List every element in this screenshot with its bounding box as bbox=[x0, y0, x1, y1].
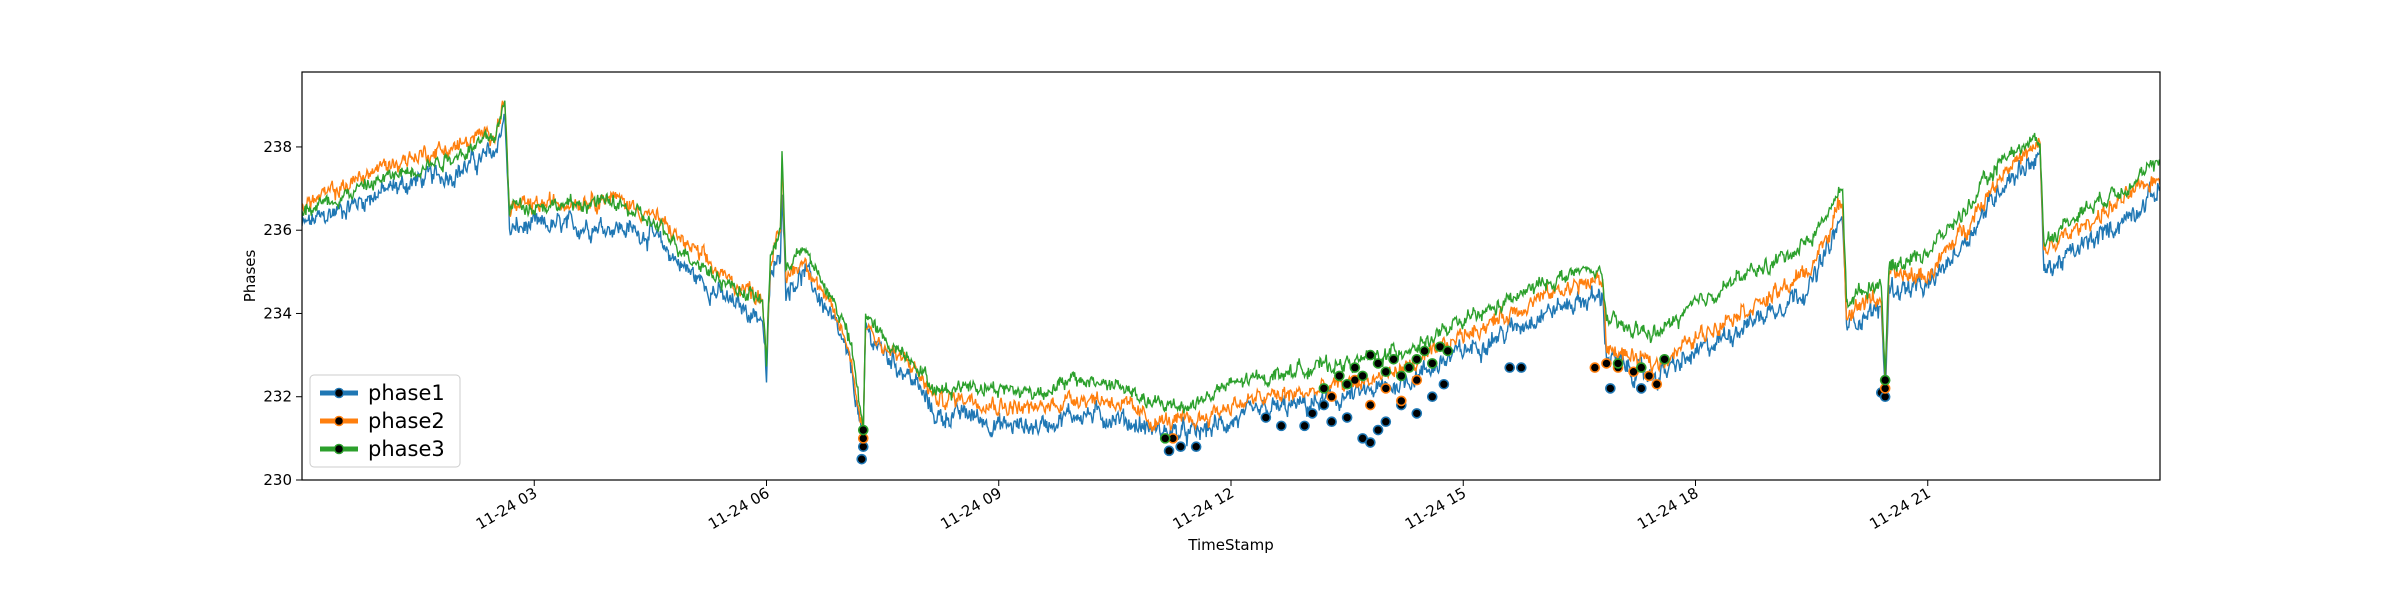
anomaly-point-phase2 bbox=[1380, 383, 1392, 394]
anomaly-point-phase3 bbox=[1372, 358, 1384, 369]
series-line-phase2 bbox=[302, 100, 2160, 432]
anomaly-point-phase3 bbox=[1318, 383, 1330, 394]
legend-label-phase2: phase2 bbox=[368, 409, 445, 433]
anomaly-point-phase1 bbox=[1372, 424, 1384, 436]
x-tick-label: 11-24 21 bbox=[1866, 484, 1933, 533]
x-axis: 11-24 03 11-24 06 11-24 09 11-24 12 11-24 15… bbox=[473, 480, 1934, 533]
legend-label-phase1: phase1 bbox=[368, 381, 445, 405]
legend-marker-phase3 bbox=[333, 443, 345, 455]
y-tick-label: 238 bbox=[263, 138, 292, 156]
anomaly-point-phase1 bbox=[1190, 441, 1202, 452]
anomaly-point-phase3 bbox=[1419, 345, 1430, 357]
anomaly-point-phase3 bbox=[1380, 366, 1392, 378]
anomaly-point-phase3 bbox=[1334, 370, 1345, 382]
anomaly-point-phase3 bbox=[1365, 349, 1376, 361]
anomaly-point-phase2 bbox=[1651, 378, 1663, 390]
anomaly-point-phase3 bbox=[1411, 353, 1423, 365]
series-layer bbox=[302, 100, 2160, 447]
x-axis-label: TimeStamp bbox=[1187, 536, 1273, 554]
plot-frame bbox=[301, 71, 2161, 481]
y-tick-label: 230 bbox=[263, 471, 292, 489]
y-tick-label: 234 bbox=[263, 304, 292, 322]
anomaly-point-phase1 bbox=[1605, 383, 1616, 394]
anomaly-point-phase1 bbox=[1318, 399, 1330, 411]
legend-box bbox=[309, 374, 461, 468]
anomaly-point-phase2 bbox=[1411, 374, 1423, 386]
anomaly-point-phase1 bbox=[1516, 362, 1527, 373]
series-line-phase3 bbox=[302, 100, 2160, 435]
anomaly-point-phase3 bbox=[1426, 358, 1438, 369]
anomaly-point-phase1 bbox=[1260, 412, 1272, 423]
anomaly-point-phase1 bbox=[1636, 383, 1647, 394]
anomaly-point-phase1 bbox=[1411, 408, 1423, 419]
anomaly-point-phase3 bbox=[1159, 433, 1171, 444]
anomaly-point-phase1 bbox=[1306, 408, 1318, 419]
x-tick-label: 11-24 06 bbox=[705, 484, 772, 533]
anomaly-point-phase3 bbox=[1403, 362, 1415, 373]
anomaly-point-phase3 bbox=[857, 424, 869, 436]
y-tick-label: 232 bbox=[263, 388, 292, 406]
x-tick-label: 11-24 03 bbox=[473, 484, 540, 533]
anomaly-point-phase3 bbox=[1879, 374, 1891, 386]
anomaly-point-phase3 bbox=[1612, 358, 1624, 369]
anomaly-point-phase3 bbox=[1388, 353, 1399, 365]
legend-marker-phase1 bbox=[333, 387, 345, 399]
x-tick-label: 11-24 09 bbox=[937, 484, 1004, 533]
anomaly-point-phase2 bbox=[1396, 395, 1407, 407]
anomaly-point-phase3 bbox=[1341, 378, 1353, 390]
anomaly-point-phase1 bbox=[1341, 412, 1353, 423]
anomaly-point-phase3 bbox=[1659, 353, 1670, 365]
y-axis-label: Phases bbox=[241, 250, 259, 303]
legend: phase1 phase2 phase3 bbox=[309, 374, 461, 468]
legend-label-phase3: phase3 bbox=[368, 437, 445, 461]
anomaly-point-phase2 bbox=[1589, 362, 1601, 373]
anomaly-point-phase3 bbox=[1349, 362, 1361, 373]
x-tick-label: 11-24 15 bbox=[1402, 484, 1469, 533]
anomaly-point-phase1 bbox=[1326, 416, 1337, 428]
anomaly-point-phase1 bbox=[1276, 420, 1287, 432]
anomaly-point-phase2 bbox=[1643, 370, 1655, 382]
anomaly-point-phase2 bbox=[1601, 358, 1612, 369]
anomaly-point-phase3 bbox=[1636, 362, 1647, 373]
anomaly-point-phase1 bbox=[1380, 416, 1392, 428]
anomaly-point-phase1 bbox=[1163, 445, 1175, 457]
anomaly-point-phase1 bbox=[856, 453, 868, 465]
x-tick-label: 11-24 18 bbox=[1634, 484, 1701, 533]
anomaly-point-phase3 bbox=[1396, 370, 1407, 382]
y-tick-label: 236 bbox=[263, 221, 292, 239]
x-tick-label: 11-24 12 bbox=[1170, 484, 1237, 533]
anomaly-marker-layer bbox=[856, 341, 1891, 465]
anomaly-point-phase1 bbox=[1175, 441, 1186, 452]
anomaly-point-phase3 bbox=[1442, 345, 1454, 357]
anomaly-point-phase1 bbox=[1426, 391, 1438, 403]
y-axis: 230 232 234 236 238 bbox=[263, 138, 302, 489]
anomaly-point-phase1 bbox=[1504, 362, 1515, 373]
anomaly-point-phase1 bbox=[1299, 420, 1310, 432]
anomaly-point-phase1 bbox=[1365, 437, 1376, 448]
anomaly-point-phase1 bbox=[1438, 378, 1450, 390]
anomaly-point-phase3 bbox=[1357, 370, 1368, 382]
plot-area bbox=[301, 71, 2161, 481]
anomaly-point-phase2 bbox=[1326, 391, 1337, 403]
legend-marker-phase2 bbox=[333, 415, 345, 427]
anomaly-point-phase2 bbox=[1365, 399, 1376, 411]
